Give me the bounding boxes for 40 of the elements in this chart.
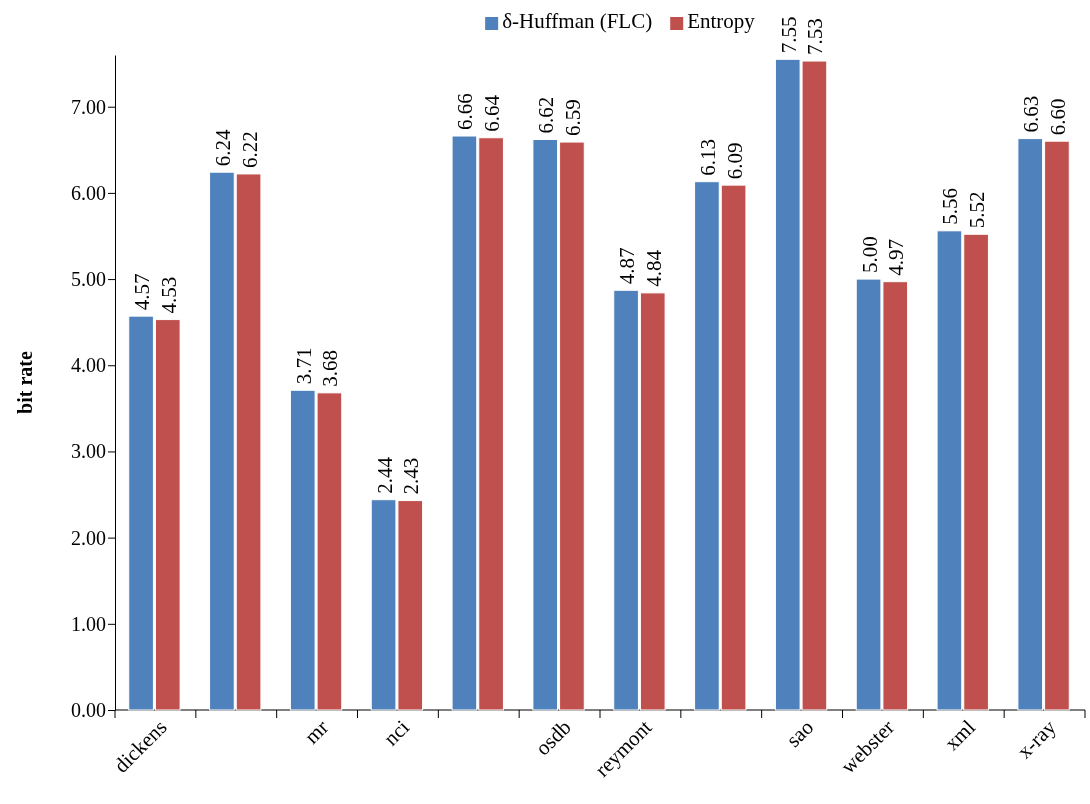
y-tick-label: 7.00 [71, 95, 106, 118]
y-tick-label: 2.00 [71, 526, 106, 549]
data-label: 4.84 [641, 249, 666, 287]
y-axis-title: bit rate [14, 351, 36, 414]
legend-label: δ-Huffman (FLC) [502, 9, 653, 33]
x-tick-label: xml [939, 714, 980, 756]
data-label: 6.59 [560, 99, 585, 137]
y-tick-label: 0.00 [71, 698, 106, 721]
data-label: 4.53 [156, 276, 181, 314]
data-label: 6.64 [480, 94, 505, 132]
y-tick-label: 5.00 [71, 267, 106, 290]
data-label: 2.44 [372, 456, 397, 494]
legend-label: Entropy [687, 9, 756, 33]
data-label: 3.71 [291, 347, 316, 385]
data-label: 2.43 [399, 457, 424, 495]
data-label: 3.68 [318, 350, 343, 387]
x-tick-label: nci [378, 714, 415, 751]
y-tick-label: 3.00 [71, 440, 106, 463]
data-label: 6.22 [237, 131, 262, 168]
x-tick-label: sao [781, 715, 819, 752]
data-label: 6.13 [695, 138, 720, 176]
data-label: 4.97 [884, 238, 909, 276]
x-tick-label: osdb [530, 715, 576, 761]
data-label: 7.55 [776, 16, 801, 54]
y-tick-label: 4.00 [71, 354, 106, 377]
data-label: 6.66 [453, 93, 478, 131]
data-label: 5.56 [938, 188, 963, 225]
data-label: 7.53 [803, 18, 828, 56]
data-label: 5.00 [857, 236, 882, 274]
data-label: 4.87 [615, 247, 640, 285]
data-label: 6.63 [1019, 95, 1044, 133]
y-tick-label: 1.00 [71, 612, 106, 635]
data-label: 6.24 [210, 128, 235, 167]
data-label: 5.52 [965, 191, 990, 229]
x-tick-label: mr [299, 715, 334, 749]
data-label: 6.09 [722, 142, 747, 180]
data-label: 4.57 [130, 273, 155, 311]
data-label: 6.62 [534, 96, 559, 134]
y-tick-label: 6.00 [71, 181, 106, 204]
data-label: 6.60 [1045, 98, 1070, 136]
